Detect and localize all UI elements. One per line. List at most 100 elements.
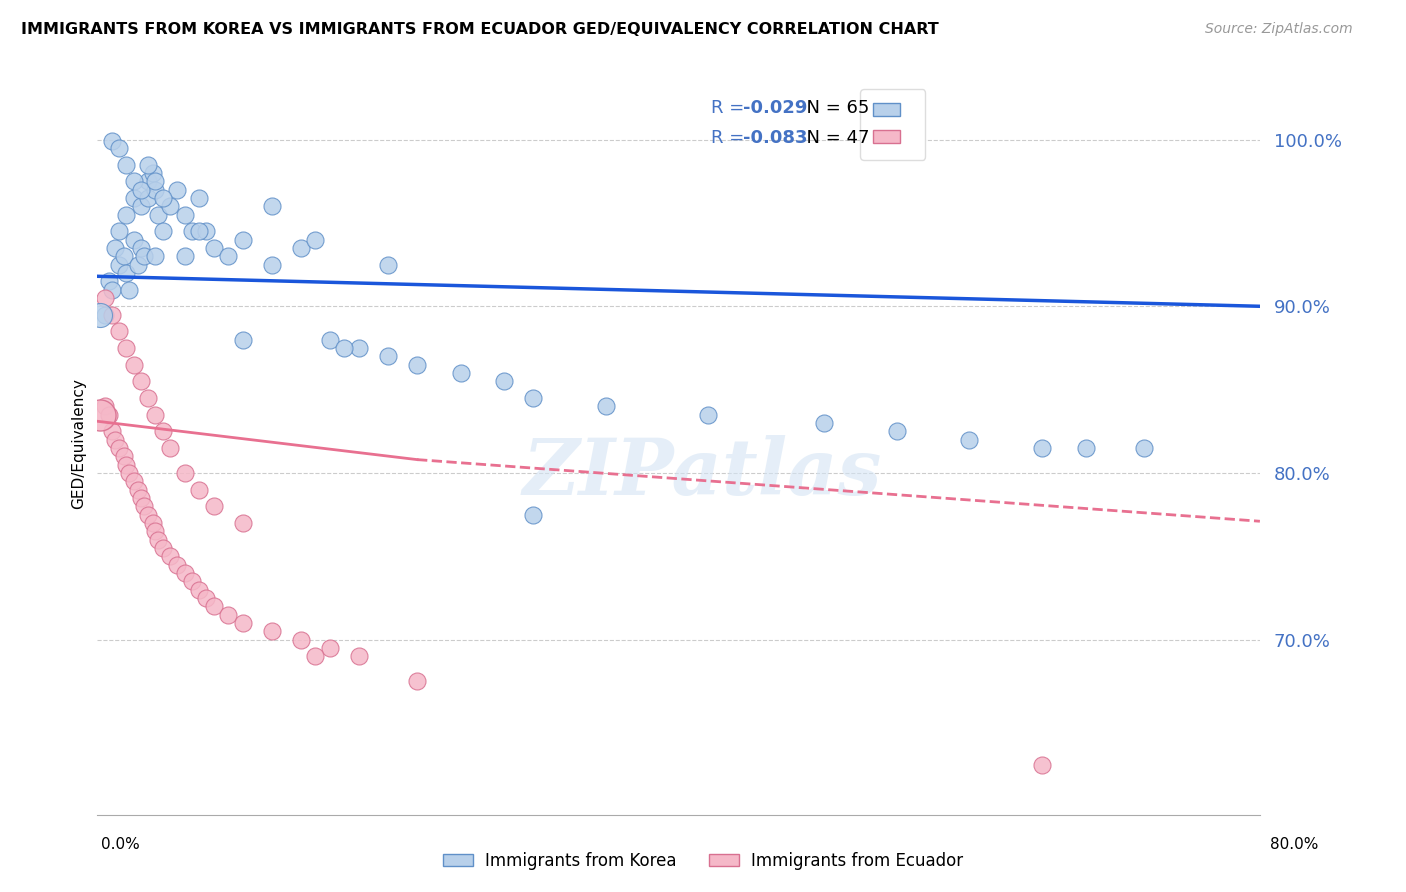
Point xyxy=(136,158,159,172)
Point xyxy=(132,249,155,263)
Point xyxy=(108,224,131,238)
Point xyxy=(304,233,326,247)
Point xyxy=(347,649,370,664)
Point xyxy=(122,174,145,188)
Point xyxy=(813,416,835,430)
Point xyxy=(145,408,167,422)
Point xyxy=(129,374,152,388)
Point xyxy=(159,441,181,455)
Legend: Immigrants from Korea, Immigrants from Ecuador: Immigrants from Korea, Immigrants from E… xyxy=(436,846,970,877)
Point xyxy=(89,408,111,422)
Y-axis label: GED/Equivalency: GED/Equivalency xyxy=(72,378,86,509)
Point xyxy=(152,541,174,555)
Point xyxy=(173,566,195,580)
Text: R =: R = xyxy=(711,128,751,146)
Point xyxy=(232,615,254,630)
Point xyxy=(115,266,138,280)
Point xyxy=(290,632,312,647)
Point xyxy=(115,458,138,472)
Point xyxy=(118,283,141,297)
Point xyxy=(195,591,218,605)
Point xyxy=(1132,441,1154,455)
Point xyxy=(122,475,145,489)
Point xyxy=(136,508,159,522)
Point xyxy=(145,524,167,539)
Point xyxy=(122,191,145,205)
Point xyxy=(260,258,283,272)
Text: R =: R = xyxy=(711,99,751,117)
Point xyxy=(108,141,131,155)
Legend: , : , xyxy=(860,89,925,160)
Point xyxy=(145,183,167,197)
Text: IMMIGRANTS FROM KOREA VS IMMIGRANTS FROM ECUADOR GED/EQUIVALENCY CORRELATION CHA: IMMIGRANTS FROM KOREA VS IMMIGRANTS FROM… xyxy=(21,22,939,37)
Point xyxy=(115,208,138,222)
Point xyxy=(377,258,399,272)
Point xyxy=(145,249,167,263)
Point xyxy=(152,424,174,438)
Point xyxy=(188,224,211,238)
Point xyxy=(1031,441,1053,455)
Point xyxy=(166,558,188,572)
Point xyxy=(148,533,170,547)
Point xyxy=(347,341,370,355)
Point xyxy=(93,291,115,305)
Point xyxy=(450,366,472,380)
Point xyxy=(260,199,283,213)
Point xyxy=(1074,441,1097,455)
Text: -0.029: -0.029 xyxy=(742,99,807,117)
Point xyxy=(104,433,127,447)
Point xyxy=(104,241,127,255)
Point xyxy=(101,308,124,322)
Point xyxy=(406,674,429,689)
Point xyxy=(132,500,155,514)
Point xyxy=(136,191,159,205)
Point xyxy=(115,341,138,355)
Point xyxy=(202,599,225,614)
Point xyxy=(115,158,138,172)
Point xyxy=(188,191,211,205)
Point xyxy=(494,374,516,388)
Point xyxy=(188,582,211,597)
Point xyxy=(127,258,149,272)
Point xyxy=(159,549,181,564)
Point xyxy=(202,241,225,255)
Point xyxy=(108,441,131,455)
Point xyxy=(304,649,326,664)
Point xyxy=(260,624,283,639)
Point xyxy=(145,174,167,188)
Point xyxy=(290,241,312,255)
Point xyxy=(127,483,149,497)
Point xyxy=(957,433,980,447)
Point xyxy=(122,358,145,372)
Point xyxy=(159,199,181,213)
Point xyxy=(166,183,188,197)
Point xyxy=(180,574,202,589)
Point xyxy=(696,408,718,422)
Point xyxy=(98,408,121,422)
Point xyxy=(173,466,195,480)
Point xyxy=(112,450,135,464)
Point xyxy=(98,274,121,288)
Point xyxy=(522,391,544,405)
Point xyxy=(377,349,399,363)
Point xyxy=(232,233,254,247)
Text: 0.0%: 0.0% xyxy=(101,838,141,852)
Point xyxy=(142,516,165,530)
Point xyxy=(108,258,131,272)
Text: 80.0%: 80.0% xyxy=(1271,838,1319,852)
Point xyxy=(406,358,429,372)
Point xyxy=(129,199,152,213)
Point xyxy=(152,224,174,238)
Point xyxy=(142,166,165,180)
Point xyxy=(136,174,159,188)
Point xyxy=(595,399,617,413)
Point xyxy=(319,640,342,655)
Point xyxy=(217,249,239,263)
Point xyxy=(319,333,342,347)
Point xyxy=(173,208,195,222)
Point xyxy=(112,249,135,263)
Point xyxy=(1031,757,1053,772)
Point xyxy=(886,424,908,438)
Point xyxy=(129,183,152,197)
Text: N = 65: N = 65 xyxy=(794,99,869,117)
